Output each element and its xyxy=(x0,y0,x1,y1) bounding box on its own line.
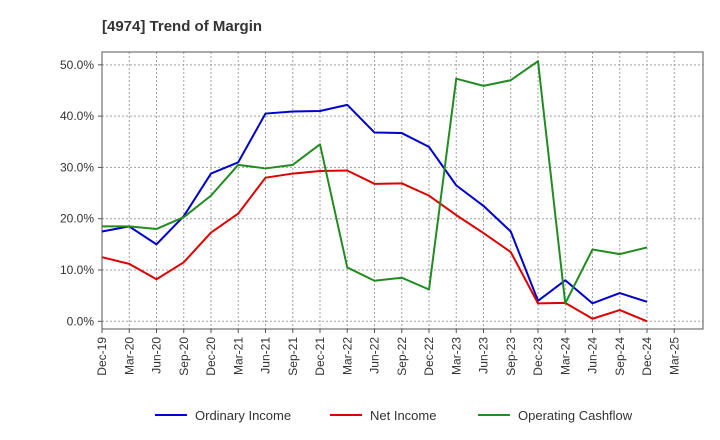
series-lines xyxy=(101,60,648,323)
x-tick-label: Sep-23 xyxy=(504,337,518,376)
x-axis: Dec-19 Mar-20 Jun-20 Sep-20 Dec-20 Mar-21 Jun-… xyxy=(95,329,681,376)
x-tick-label: Jun-21 xyxy=(259,337,273,374)
series-line-net-income xyxy=(101,169,648,323)
x-tick-label: Mar-20 xyxy=(122,337,136,375)
x-tick-label: Dec-23 xyxy=(531,337,545,376)
x-tick-label: Sep-22 xyxy=(395,337,409,376)
legend-label-net-income: Net Income xyxy=(370,408,436,423)
x-tick-label: Jun-20 xyxy=(150,337,164,374)
x-tick-label: Mar-23 xyxy=(449,337,463,375)
series-line-operating-cashflow xyxy=(102,60,648,305)
x-tick-label: Dec-20 xyxy=(204,337,218,376)
legend-label-operating-cashflow: Operating Cashflow xyxy=(518,408,633,423)
x-tick-label: Mar-24 xyxy=(558,337,572,375)
x-tick-label: Jun-22 xyxy=(368,337,382,374)
x-tick-label: Dec-19 xyxy=(95,337,109,376)
y-tick-label: 40.0% xyxy=(60,109,94,123)
plot-frame xyxy=(101,51,704,330)
y-tick-label: 20.0% xyxy=(60,212,94,226)
x-tick-label: Sep-20 xyxy=(177,337,191,376)
x-tick-label: Dec-22 xyxy=(422,337,436,376)
x-tick-label: Sep-21 xyxy=(286,337,300,376)
y-tick-label: 50.0% xyxy=(60,58,94,72)
y-axis: 0.0% 10.0% 20.0% 30.0% 40.0% 50.0% xyxy=(60,58,102,328)
x-tick-label: Jun-24 xyxy=(586,337,600,374)
x-tick-label: Dec-24 xyxy=(640,337,654,376)
legend: Ordinary Income Net Income Operating Cashf… xyxy=(155,408,633,423)
x-tick-label: Sep-24 xyxy=(613,337,627,376)
legend-label-ordinary-income: Ordinary Income xyxy=(195,408,291,423)
grid-lines xyxy=(101,52,703,329)
series-line-ordinary-income xyxy=(101,103,648,305)
x-tick-label: Jun-23 xyxy=(477,337,491,374)
x-tick-label: Mar-25 xyxy=(667,337,681,375)
x-tick-label: Dec-21 xyxy=(313,337,327,376)
y-tick-label: 30.0% xyxy=(60,160,94,174)
y-tick-label: 10.0% xyxy=(60,263,94,277)
x-tick-label: Mar-21 xyxy=(231,337,245,375)
y-tick-label: 0.0% xyxy=(67,314,95,328)
x-tick-label: Mar-22 xyxy=(340,337,354,375)
chart-title: [4974] Trend of Margin xyxy=(102,18,262,35)
